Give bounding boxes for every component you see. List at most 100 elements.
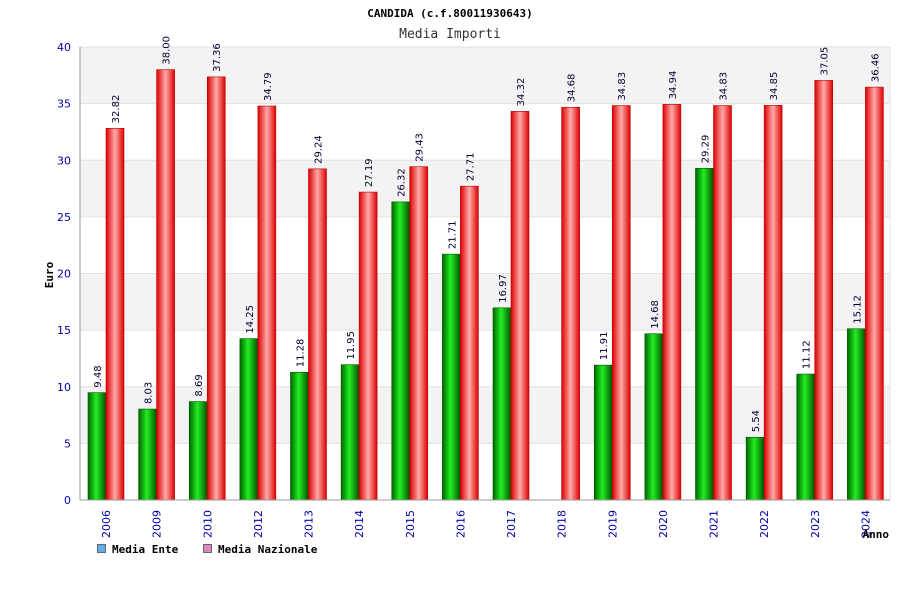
data-label: 8.69 — [194, 374, 205, 396]
y-tick-label: 10 — [57, 381, 71, 394]
bar-media-ente — [644, 333, 664, 501]
y-tick-label: 20 — [57, 268, 71, 281]
data-label: 29.24 — [314, 135, 325, 164]
bar-media-ente — [847, 328, 866, 501]
x-tick-label: 2024 — [859, 510, 872, 538]
x-tick-label: 2012 — [252, 510, 265, 538]
data-label: 27.19 — [364, 158, 375, 187]
x-tick-label: 2018 — [556, 510, 569, 538]
bar-media-nazionale — [460, 185, 479, 501]
series-media-ente — [87, 167, 866, 501]
data-label: 29.29 — [701, 135, 712, 164]
bar-media-nazionale — [358, 191, 378, 501]
x-tick-label: 2020 — [657, 510, 670, 538]
data-label: 34.94 — [668, 71, 679, 100]
data-label: 37.36 — [212, 43, 223, 72]
data-label: 29.43 — [415, 133, 426, 162]
data-label: 14.68 — [650, 300, 661, 329]
y-axis-ticks: 0 5 10 15 20 25 30 35 40 — [57, 41, 71, 507]
data-label: 37.05 — [820, 47, 831, 76]
data-label: 34.83 — [719, 72, 730, 101]
y-tick-label: 35 — [57, 98, 71, 111]
data-label: 26.32 — [397, 168, 408, 197]
legend-item-media-ente: Media Ente — [97, 543, 178, 556]
bar-media-nazionale — [713, 105, 732, 501]
y-tick-label: 30 — [57, 154, 71, 167]
legend-item-media-nazionale: Media Nazionale — [203, 543, 317, 556]
data-label: 34.83 — [617, 72, 628, 101]
data-label: 11.95 — [346, 331, 357, 360]
data-label: 11.91 — [599, 331, 610, 360]
chart-title: CANDIDA (c.f.80011930643) — [367, 7, 533, 20]
bar-media-ente — [695, 167, 714, 501]
x-tick-label: 2021 — [708, 510, 721, 538]
x-axis-label: Anno — [863, 528, 890, 541]
x-tick-label: 2009 — [151, 510, 164, 538]
bar-media-ente — [290, 371, 309, 501]
bar-media-nazionale — [510, 111, 530, 501]
bar-media-nazionale — [561, 106, 580, 501]
data-label: 8.03 — [144, 382, 155, 404]
series-media-nazionale — [105, 69, 884, 501]
bar-media-nazionale — [308, 168, 327, 501]
bar-media-ente — [87, 392, 107, 501]
data-label: 38.00 — [162, 36, 173, 65]
bar-media-nazionale — [257, 105, 277, 501]
y-tick-label: 40 — [57, 41, 71, 54]
data-label: 9.48 — [93, 365, 104, 387]
y-tick-label: 15 — [57, 324, 71, 337]
bar-media-ente — [745, 436, 765, 501]
bar-media-nazionale — [409, 166, 429, 501]
data-label: 21.71 — [447, 220, 458, 249]
bar-media-ente — [188, 401, 208, 501]
bar-media-ente — [138, 408, 157, 501]
legend-swatch-media-ente — [97, 544, 106, 553]
bar-media-nazionale — [105, 128, 125, 501]
bar-media-nazionale — [611, 105, 631, 501]
x-tick-label: 2013 — [303, 510, 316, 538]
data-label: 11.28 — [296, 339, 307, 368]
bar-media-ente — [593, 364, 613, 501]
data-label: 16.97 — [498, 274, 509, 303]
data-label: 34.68 — [567, 74, 578, 103]
legend-label-media-nazionale: Media Nazionale — [218, 543, 318, 556]
x-axis-ticks: 2006 2009 2010 2012 2013 2014 2015 2016 2017 2018… — [100, 510, 872, 538]
bar-media-ente — [442, 253, 461, 501]
x-tick-label: 2015 — [404, 510, 417, 538]
x-tick-label: 2022 — [758, 510, 771, 538]
chart-subtitle: Media Importi — [399, 27, 501, 42]
bar-media-ente — [492, 307, 512, 501]
data-label: 34.79 — [263, 72, 274, 101]
bar-media-ente — [796, 373, 816, 501]
y-tick-label: 0 — [64, 494, 71, 507]
data-label: 5.54 — [751, 410, 762, 432]
x-tick-label: 2010 — [201, 510, 214, 538]
bar-media-nazionale — [814, 80, 834, 501]
bar-media-nazionale — [865, 86, 884, 501]
legend-label-media-ente: Media Ente — [112, 543, 179, 556]
data-label: 34.85 — [769, 72, 780, 101]
bar-media-nazionale — [763, 105, 783, 501]
data-label: 34.32 — [516, 78, 527, 107]
data-label: 27.71 — [465, 153, 476, 182]
x-tick-label: 2019 — [606, 510, 619, 538]
data-label: 36.46 — [870, 53, 881, 82]
data-label: 32.82 — [111, 95, 122, 124]
bar-media-nazionale — [206, 76, 226, 501]
data-label: 14.25 — [245, 305, 256, 334]
bar-media-ente — [391, 201, 411, 501]
y-axis-label: Euro — [43, 261, 56, 288]
x-tick-label: 2014 — [353, 510, 366, 538]
x-tick-label: 2006 — [100, 510, 113, 538]
y-tick-label: 25 — [57, 211, 71, 224]
x-tick-label: 2023 — [809, 510, 822, 538]
data-labels: 9.48 32.82 8.03 38.00 8.69 37.36 14.25 34.79 11.… — [93, 36, 881, 432]
bar-media-ente — [340, 364, 360, 501]
x-tick-label: 2016 — [454, 510, 467, 538]
x-tick-label: 2017 — [505, 510, 518, 538]
bar-media-nazionale — [662, 104, 682, 501]
bar-media-nazionale — [156, 69, 175, 501]
data-label: 11.12 — [802, 340, 813, 369]
bar-media-ente — [239, 338, 259, 501]
